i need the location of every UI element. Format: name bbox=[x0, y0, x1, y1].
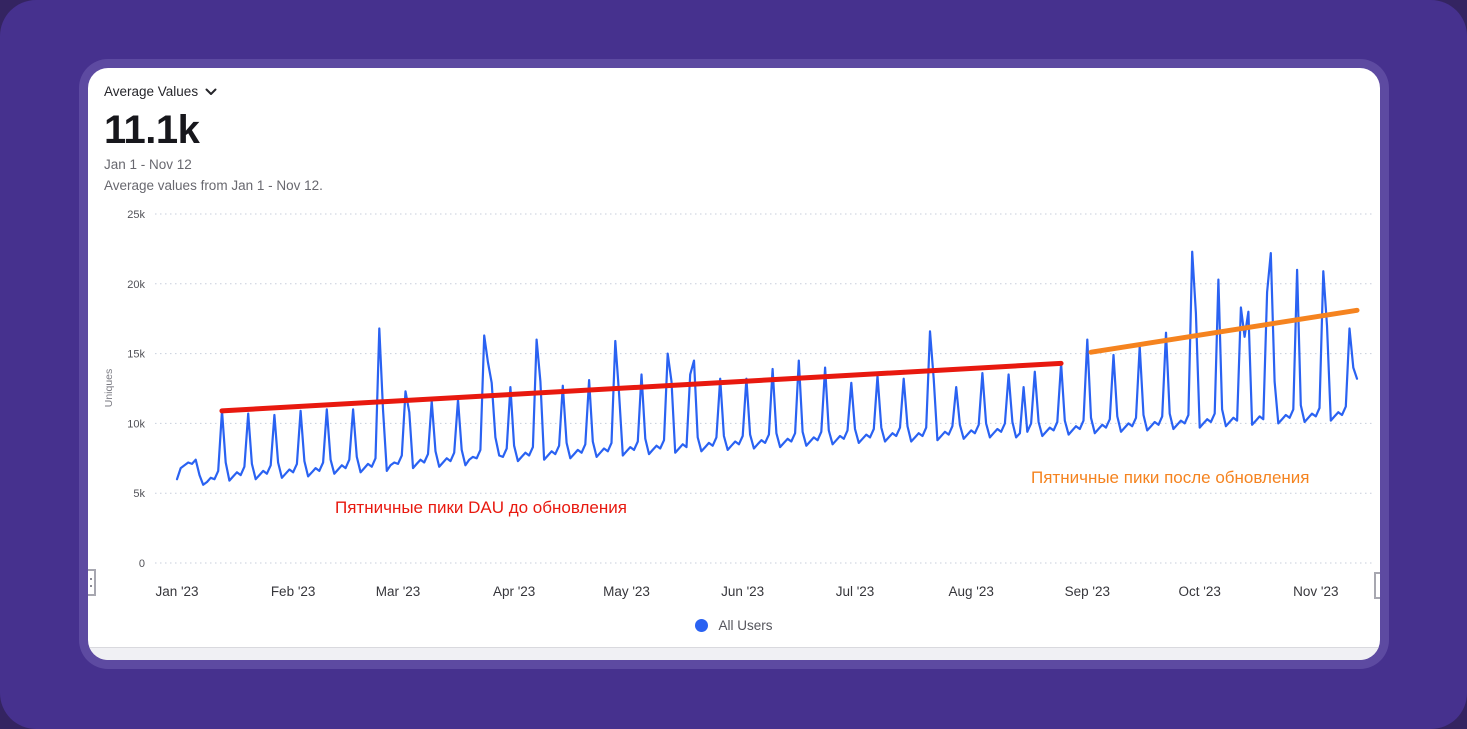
x-tick-label: Jul '23 bbox=[836, 584, 875, 599]
widget-header: Average Values 11.1k Jan 1 - Nov 12 Aver… bbox=[104, 84, 323, 193]
y-tick-label: 15k bbox=[127, 349, 145, 361]
annotation-before-update: Пятничные пики DAU до обновления bbox=[335, 498, 627, 517]
chart-scroll-handle-left[interactable] bbox=[88, 569, 96, 596]
series-line-all-users bbox=[175, 250, 1359, 486]
metric-selector-label: Average Values bbox=[104, 84, 199, 99]
y-tick-label: 25k bbox=[127, 209, 145, 221]
chart-canvas[interactable]: 0 5k 10k 15k 20k 25k Uniques Jan '23 Feb '23 Mar … bbox=[88, 68, 1380, 660]
legend: All Users bbox=[88, 618, 1380, 633]
y-tick-label: 5k bbox=[133, 488, 145, 500]
chart-scroll-handle-right[interactable] bbox=[1374, 572, 1380, 599]
legend-item-all-users[interactable]: All Users bbox=[695, 618, 773, 633]
x-tick-label: Sep '23 bbox=[1065, 584, 1110, 599]
x-tick-label: Apr '23 bbox=[493, 584, 535, 599]
legend-series-dot bbox=[695, 619, 709, 632]
chart-widget-card: Average Values 11.1k Jan 1 - Nov 12 Aver… bbox=[88, 68, 1380, 660]
legend-series-label: All Users bbox=[718, 618, 773, 633]
trend-line-post-update-friday-peaks bbox=[1088, 307, 1360, 355]
y-axis-title: Uniques bbox=[103, 369, 115, 408]
x-tick-label: Feb '23 bbox=[271, 584, 316, 599]
metric-selector-dropdown[interactable]: Average Values bbox=[104, 84, 217, 99]
widget-resize-bar[interactable] bbox=[88, 647, 1380, 660]
grip-dot bbox=[90, 585, 92, 587]
x-tick-label: Jun '23 bbox=[721, 584, 764, 599]
trend-line-pre-update-friday-peaks bbox=[219, 360, 1064, 414]
metric-date-range: Jan 1 - Nov 12 bbox=[104, 157, 192, 172]
x-tick-label: Jan '23 bbox=[155, 584, 198, 599]
x-tick-label: Nov '23 bbox=[1293, 584, 1338, 599]
x-tick-label: Aug '23 bbox=[948, 584, 993, 599]
grip-dot bbox=[90, 578, 92, 580]
metric-value: 11.1k bbox=[104, 108, 200, 152]
x-tick-label: May '23 bbox=[603, 584, 650, 599]
x-tick-label: Oct '23 bbox=[1178, 584, 1220, 599]
annotation-after-update: Пятничные пики после обновления bbox=[1031, 468, 1310, 487]
x-tick-label: Mar '23 bbox=[376, 584, 421, 599]
chart-area: 0 5k 10k 15k 20k 25k Uniques Jan '23 Feb '23 Mar … bbox=[88, 68, 1380, 660]
y-tick-label: 0 bbox=[139, 558, 145, 570]
metric-description: Average values from Jan 1 - Nov 12. bbox=[104, 178, 323, 193]
y-tick-label: 10k bbox=[127, 418, 145, 430]
chevron-down-icon bbox=[205, 88, 217, 95]
y-tick-label: 20k bbox=[127, 279, 145, 291]
